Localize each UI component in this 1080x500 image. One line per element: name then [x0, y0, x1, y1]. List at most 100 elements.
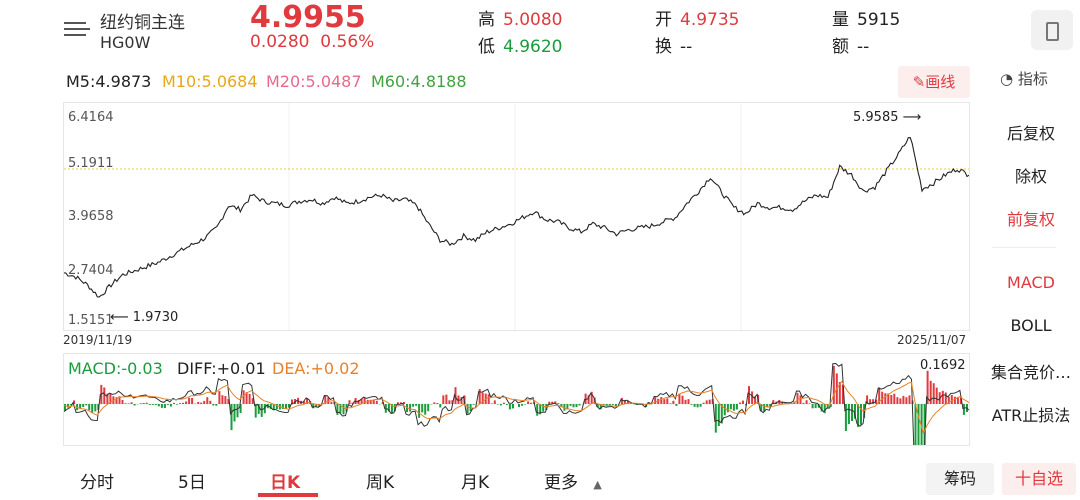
tab-more[interactable]: 更多 ▲: [544, 468, 602, 493]
y-tick-4: 1.5151: [68, 313, 114, 328]
macd-bar: [487, 394, 490, 404]
macd-bar: [91, 404, 94, 413]
macd-bar: [412, 404, 415, 407]
macd-bar: [130, 402, 133, 404]
macd-bar: [875, 399, 878, 404]
indicator-button[interactable]: ◔ 指标: [1000, 68, 1048, 89]
macd-bar: [342, 404, 345, 415]
macd-bar: [926, 370, 929, 404]
side-item-auction[interactable]: 集合竞价…: [990, 363, 1071, 382]
active-tab-indicator: [258, 493, 318, 497]
gauge-icon: ◔: [1000, 70, 1014, 88]
macd-bar: [917, 404, 920, 445]
side-item-pre-adjusted[interactable]: 前复权: [1006, 210, 1055, 229]
draw-line-button[interactable]: ✎画线: [898, 66, 970, 98]
macd-bar: [829, 404, 832, 407]
tab-daily-k[interactable]: 日K: [270, 473, 301, 493]
macd-bar: [687, 399, 690, 404]
macd-bar: [623, 400, 626, 404]
macd-bar: [902, 395, 905, 404]
macd-bar: [675, 404, 678, 406]
tab-5day[interactable]: 5日: [178, 473, 206, 493]
macd-bar: [166, 404, 169, 405]
macd-bar: [518, 404, 520, 408]
macd-bar: [521, 404, 523, 406]
macd-bar: [814, 404, 817, 409]
tab-monthly-k[interactable]: 月K: [461, 473, 490, 493]
macd-bar: [878, 387, 881, 404]
macd-bar: [584, 393, 587, 404]
macd-bar: [418, 404, 421, 418]
macd-bar: [769, 404, 772, 408]
macd-value: MACD:-0.03: [68, 359, 163, 378]
macd-bar: [512, 404, 514, 409]
tab-weekly-k[interactable]: 周K: [366, 473, 395, 493]
macd-bar: [291, 399, 293, 404]
macd-bar: [424, 404, 427, 415]
macd-bar: [106, 393, 109, 404]
side-item-macd[interactable]: MACD: [1007, 273, 1055, 292]
macd-bar: [203, 400, 206, 404]
macd-bar: [363, 397, 366, 404]
max-price-label: 5.9585: [853, 110, 899, 125]
side-item-post-adjusted[interactable]: 后复权: [1006, 124, 1055, 143]
macd-bar: [173, 402, 175, 404]
macd-bar: [499, 404, 502, 406]
ma60-label: M60:4.8188: [371, 72, 467, 91]
macd-bar: [433, 402, 436, 404]
macd-bar: [327, 397, 330, 404]
macd-bar: [224, 396, 227, 404]
macd-bar: [663, 399, 666, 404]
macd-bar: [245, 392, 248, 404]
macd-bar: [866, 395, 869, 404]
macd-bar: [681, 395, 684, 404]
macd-bar: [472, 404, 475, 405]
macd-bar: [145, 402, 148, 404]
macd-bar: [872, 399, 875, 404]
macd-bar: [315, 404, 318, 407]
macd-bar: [154, 404, 157, 405]
macd-bar: [590, 391, 593, 404]
macd-chart[interactable]: [63, 353, 970, 446]
ma10-label: M10:5.0684: [162, 72, 258, 91]
chips-button[interactable]: 筹码: [926, 463, 994, 495]
macd-bar: [254, 404, 257, 418]
macd-bar: [557, 403, 560, 404]
stat-volume-value: 5915: [857, 10, 901, 30]
macd-bar: [796, 392, 799, 404]
macd-bar: [336, 404, 339, 415]
macd-bar: [288, 404, 290, 408]
macd-bar: [560, 404, 563, 408]
macd-bar: [448, 400, 451, 404]
macd-bar: [148, 404, 151, 405]
add-watchlist-button[interactable]: 十自选: [1002, 463, 1076, 495]
dea-line: [64, 380, 969, 435]
macd-bar: [857, 404, 859, 427]
macd-bar: [935, 387, 938, 404]
macd-bar: [85, 404, 88, 406]
macd-bar: [732, 404, 735, 411]
macd-bar: [726, 404, 729, 413]
price-chart[interactable]: [63, 102, 970, 331]
side-item-atr[interactable]: ATR止损法: [991, 406, 1071, 425]
side-item-ex-rights[interactable]: 除权: [1014, 167, 1047, 186]
macd-bar: [206, 397, 209, 404]
macd-bar: [660, 397, 663, 404]
macd-bar: [536, 404, 539, 416]
stat-low-value: 4.9620: [503, 37, 563, 57]
macd-bar: [94, 404, 97, 412]
macd-bar: [678, 393, 681, 404]
macd-bar: [748, 386, 750, 404]
side-item-boll[interactable]: BOLL: [1010, 316, 1052, 335]
tab-intraday[interactable]: 分时: [80, 473, 114, 493]
macd-bar: [672, 400, 675, 404]
macd-bar: [306, 397, 309, 404]
menu-icon[interactable]: [64, 18, 90, 40]
macd-bar: [729, 404, 732, 410]
macd-bar: [784, 402, 787, 404]
macd-bar: [572, 404, 575, 408]
landscape-toggle-button[interactable]: [1031, 10, 1073, 50]
macd-bar: [696, 404, 699, 408]
macd-bar: [959, 396, 962, 404]
y-tick-2: 3.9658: [68, 209, 114, 224]
